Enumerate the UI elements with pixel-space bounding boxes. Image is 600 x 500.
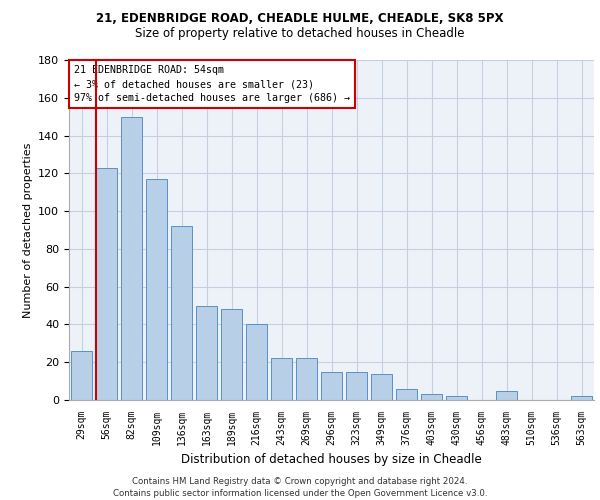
Bar [421,394,442,400]
Bar [146,179,167,400]
X-axis label: Distribution of detached houses by size in Cheadle: Distribution of detached houses by size … [181,454,482,466]
Bar [121,116,142,400]
Text: Size of property relative to detached houses in Cheadle: Size of property relative to detached ho… [135,28,465,40]
Text: 21 EDENBRIDGE ROAD: 54sqm
← 3% of detached houses are smaller (23)
97% of semi-d: 21 EDENBRIDGE ROAD: 54sqm ← 3% of detach… [74,65,350,103]
Bar [196,306,217,400]
Text: Contains HM Land Registry data © Crown copyright and database right 2024.
Contai: Contains HM Land Registry data © Crown c… [113,476,487,498]
Bar [246,324,267,400]
Bar [346,372,367,400]
Bar [446,396,467,400]
Bar [496,390,517,400]
Text: 21, EDENBRIDGE ROAD, CHEADLE HULME, CHEADLE, SK8 5PX: 21, EDENBRIDGE ROAD, CHEADLE HULME, CHEA… [96,12,504,26]
Bar [221,310,242,400]
Bar [396,388,417,400]
Bar [96,168,117,400]
Bar [296,358,317,400]
Bar [171,226,192,400]
Y-axis label: Number of detached properties: Number of detached properties [23,142,32,318]
Bar [71,351,92,400]
Bar [321,372,342,400]
Bar [271,358,292,400]
Bar [371,374,392,400]
Bar [571,396,592,400]
